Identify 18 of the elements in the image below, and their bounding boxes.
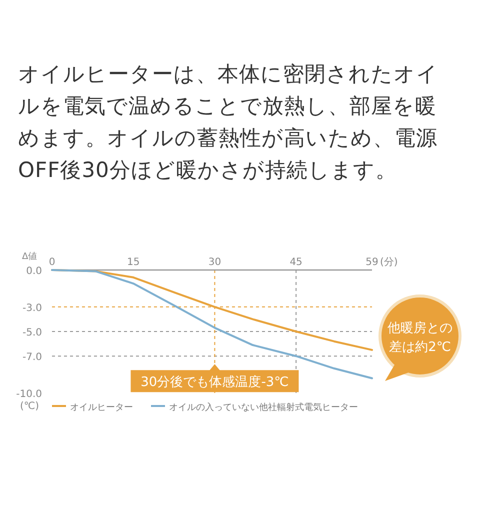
y-tick-label: 0.0 (26, 266, 42, 277)
y-tick-label: -5.0 (22, 328, 42, 338)
x-tick-label: 45 (290, 257, 302, 268)
x-tick-label: 59 (366, 257, 378, 268)
x-tick-label: 30 (208, 257, 222, 268)
legend-label: オイルの入っていない他社輻射式電気ヒーター (169, 402, 358, 413)
chart-title: オイルヒーターは、本体に密閉されたオイルを電気で温めることで放熱し、部屋を暖めます。オイルの蓄熱性が高いため、電源OFF後30分ほど暖かさが持続します。 (18, 61, 440, 184)
legend-label: オイルヒーター (70, 403, 133, 413)
y-tick-label: -10.0 (16, 389, 42, 400)
y-axis-title: Δ値 (22, 251, 38, 262)
y-tick-label: -7.0 (22, 352, 42, 364)
text: 他暖房との差は約2℃ (388, 320, 452, 355)
y2-axis-title: (℃) (20, 401, 40, 412)
x-tick-label: 0 (48, 257, 56, 268)
x-axis-title: (分) (380, 256, 398, 268)
x-tick-label: 15 (126, 257, 140, 268)
annotation: 30分後でも体感温度-3℃ (140, 374, 289, 390)
y-tick-label: -3.0 (22, 302, 42, 314)
